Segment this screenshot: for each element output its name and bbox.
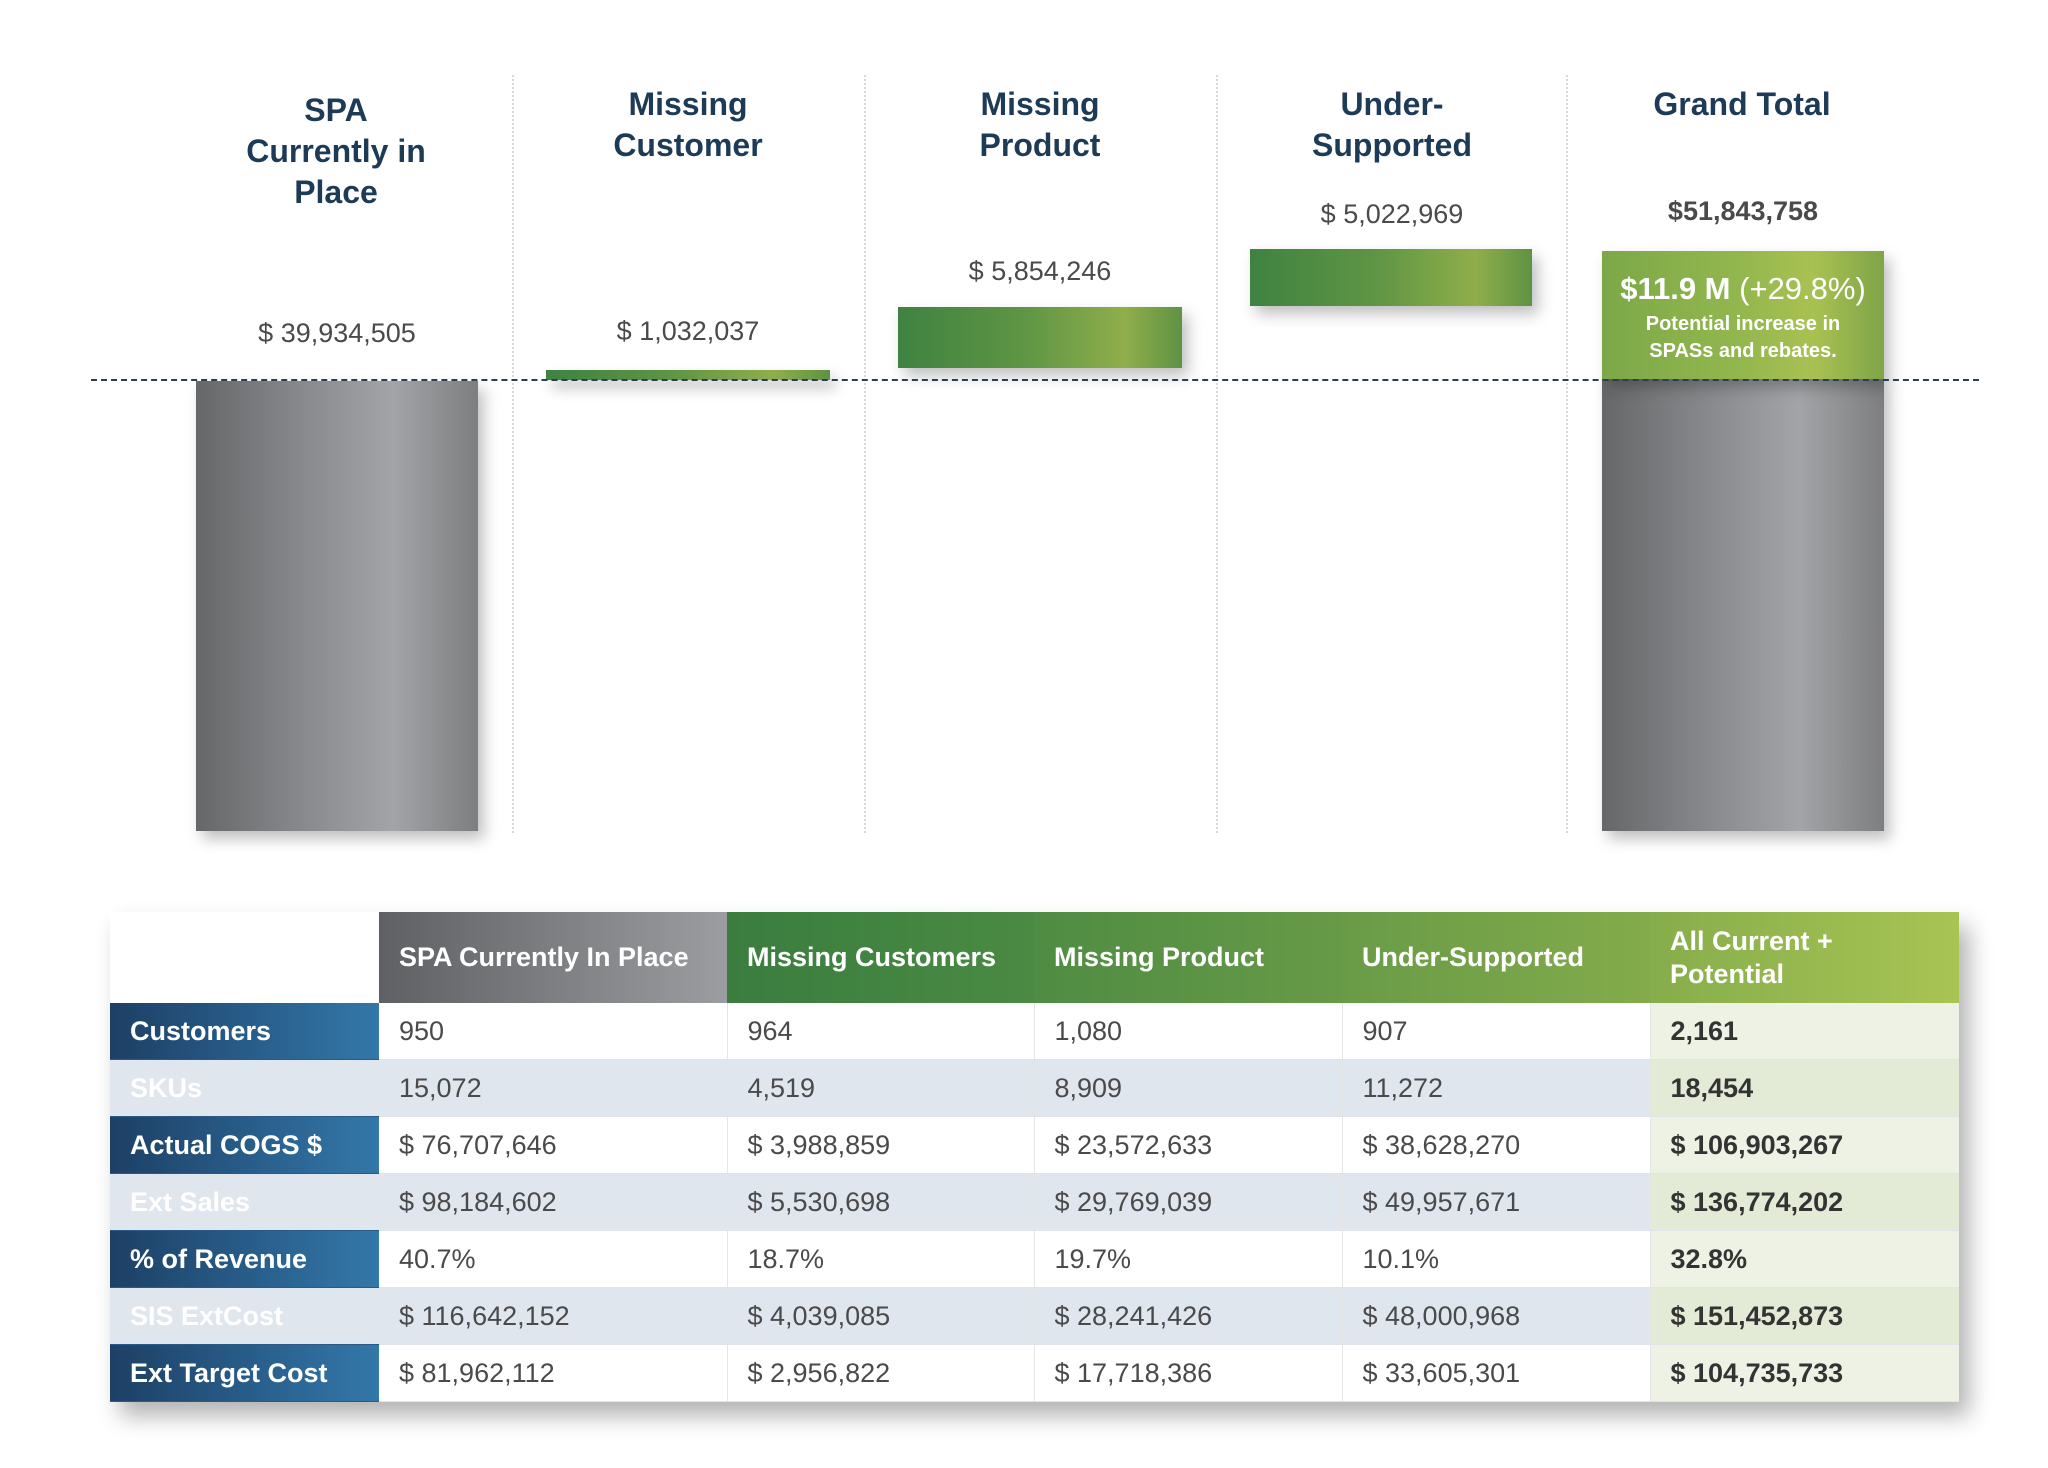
value-label: $ 5,022,969: [1320, 199, 1464, 229]
total-cell: $ 136,774,202: [1650, 1173, 1959, 1231]
table-cell: $ 49,957,671: [1342, 1173, 1651, 1231]
column-title-spa-current: SPA Currently in Place: [246, 92, 426, 210]
table-header: Under-Supported: [1342, 912, 1650, 1003]
column-title-missing-customer: Missing Customer: [613, 86, 763, 163]
row-header: % of Revenue: [110, 1230, 379, 1288]
table-cell: $ 76,707,646: [379, 1116, 728, 1174]
row-header: Customers: [110, 1003, 379, 1060]
table-cell: 18.7%: [727, 1230, 1035, 1288]
column-title-under-supported: Under-Supported: [1312, 86, 1472, 163]
table-cell: $ 29,769,039: [1034, 1173, 1343, 1231]
table-cell: 15,072: [379, 1059, 728, 1117]
bar-missing-customer: [546, 370, 830, 380]
table-cell: 1,080: [1034, 1003, 1343, 1060]
table-header: SPA Currently In Place: [379, 912, 727, 1003]
table-cell: $ 4,039,085: [727, 1287, 1035, 1345]
table-cell: $ 38,628,270: [1342, 1116, 1651, 1174]
table-cell: $ 2,956,822: [727, 1344, 1035, 1402]
callout-potential-increase: $11.9 M (+29.8%) Potential increase in S…: [1602, 251, 1884, 379]
column-divider: [864, 75, 866, 833]
table-row: SIS ExtCost $ 116,642,152 $ 4,039,085 $ 28,…: [110, 1287, 1959, 1345]
table-cell: $ 33,605,301: [1342, 1344, 1651, 1402]
table-row: Customers 950 964 1,080 907 2,161: [110, 1003, 1959, 1060]
value-label: $ 5,854,246: [968, 256, 1112, 286]
table-cell: $ 23,572,633: [1034, 1116, 1343, 1174]
callout-percent: (+29.8%): [1739, 271, 1866, 306]
table-cell: 950: [379, 1003, 728, 1060]
table-header: Missing Product: [1034, 912, 1342, 1003]
callout-text: Potential increase in SPASs and rebates.: [1645, 313, 1841, 362]
value-label-grand-total: $51,843,758: [1667, 196, 1819, 226]
value-label: $ 1,032,037: [616, 316, 760, 346]
bar-grand-total: [1602, 379, 1884, 831]
row-header: Actual COGS $: [110, 1116, 379, 1174]
table-cell: 907: [1342, 1003, 1651, 1060]
table-cell: $ 48,000,968: [1342, 1287, 1651, 1345]
table-row: SKUs 15,072 4,519 8,909 11,272 18,454: [110, 1059, 1959, 1117]
table-header-empty: [110, 912, 379, 1003]
table-cell: 11,272: [1342, 1059, 1651, 1117]
total-cell: $ 151,452,873: [1650, 1287, 1959, 1345]
bar-spa-current: [196, 381, 478, 831]
table-cell: 4,519: [727, 1059, 1035, 1117]
table-header: All Current + Potential: [1650, 912, 1959, 1003]
callout-amount: $11.9 M: [1620, 271, 1731, 306]
total-cell: $ 104,735,733: [1650, 1344, 1959, 1402]
table-row: Ext Target Cost $ 81,962,112 $ 2,956,822 $ …: [110, 1344, 1959, 1402]
total-cell: $ 106,903,267: [1650, 1116, 1959, 1174]
table-cell: $ 116,642,152: [379, 1287, 728, 1345]
table-row: Ext Sales $ 98,184,602 $ 5,530,698 $ 29,769…: [110, 1173, 1959, 1231]
table-cell: $ 98,184,602: [379, 1173, 728, 1231]
row-header: Ext Sales: [110, 1173, 379, 1231]
row-header: SIS ExtCost: [110, 1287, 379, 1345]
table-header-row: SPA Currently In Place Missing Customers…: [110, 912, 1959, 1003]
table-cell: $ 3,988,859: [727, 1116, 1035, 1174]
bar-missing-product: [898, 307, 1182, 368]
table-cell: $ 28,241,426: [1034, 1287, 1343, 1345]
total-cell: 32.8%: [1650, 1230, 1959, 1288]
table-cell: $ 17,718,386: [1034, 1344, 1343, 1402]
table-cell: 40.7%: [379, 1230, 728, 1288]
total-cell: 18,454: [1650, 1059, 1959, 1117]
table-cell: 964: [727, 1003, 1035, 1060]
table-row: Actual COGS $ $ 76,707,646 $ 3,988,859 $ 23…: [110, 1116, 1959, 1174]
total-cell: 2,161: [1650, 1003, 1959, 1060]
summary-table: SPA Currently In Place Missing Customers…: [110, 912, 1959, 1402]
table-row: % of Revenue 40.7% 18.7% 19.7% 10.1% 32.8%: [110, 1230, 1959, 1288]
row-header: Ext Target Cost: [110, 1344, 379, 1402]
column-title-missing-product: Missing Product: [979, 86, 1101, 163]
table-cell: $ 5,530,698: [727, 1173, 1035, 1231]
table-cell: $ 81,962,112: [379, 1344, 728, 1402]
bar-under-supported: [1250, 249, 1532, 306]
value-label: $ 39,934,505: [258, 318, 416, 348]
baseline-dashed: [91, 379, 1979, 381]
table-cell: 8,909: [1034, 1059, 1343, 1117]
table-cell: 19.7%: [1034, 1230, 1343, 1288]
column-divider: [1216, 75, 1218, 833]
table-header: Missing Customers: [727, 912, 1034, 1003]
column-divider: [1566, 75, 1568, 833]
column-divider: [512, 75, 514, 833]
column-title-grand-total: Grand Total: [1653, 86, 1831, 122]
table-cell: 10.1%: [1342, 1230, 1651, 1288]
row-header: SKUs: [110, 1059, 379, 1117]
